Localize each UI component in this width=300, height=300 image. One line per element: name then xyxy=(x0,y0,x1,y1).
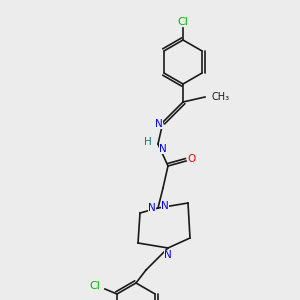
Text: Cl: Cl xyxy=(178,17,188,27)
Text: N: N xyxy=(164,250,172,260)
Text: N: N xyxy=(155,119,163,129)
Text: N: N xyxy=(159,144,167,154)
Text: H: H xyxy=(144,137,152,147)
Text: O: O xyxy=(188,154,196,164)
Text: N: N xyxy=(148,203,156,213)
Text: CH₃: CH₃ xyxy=(211,92,229,102)
Text: N: N xyxy=(161,201,169,211)
Text: Cl: Cl xyxy=(89,281,100,291)
